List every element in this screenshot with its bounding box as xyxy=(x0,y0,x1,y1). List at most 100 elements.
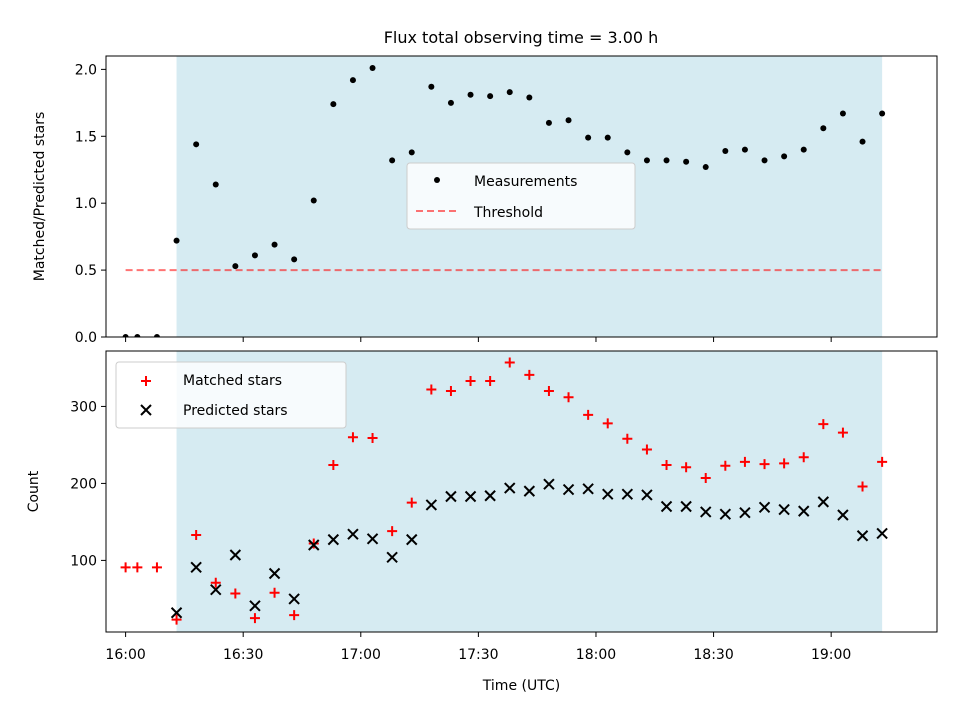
legend-box xyxy=(115,361,347,429)
y-tick-label: 0.5 xyxy=(75,263,97,279)
measurement-point xyxy=(428,83,435,90)
matched-star-marker xyxy=(524,369,535,380)
predicted-star-marker xyxy=(523,485,536,497)
matched-star-marker xyxy=(543,386,554,397)
measurement-point xyxy=(173,237,180,244)
matched-star-marker xyxy=(210,577,221,588)
measurement-point xyxy=(702,164,709,171)
measurement-point xyxy=(271,241,278,248)
matched-star-marker xyxy=(661,459,672,470)
measurement-point xyxy=(683,158,690,165)
measurement-point xyxy=(624,149,631,156)
measurement-point xyxy=(369,65,376,72)
measurement-point xyxy=(643,157,650,164)
measurement-point xyxy=(291,256,298,263)
measurement-point xyxy=(663,157,670,164)
matched-star-marker xyxy=(230,588,241,599)
predicted-star-marker xyxy=(582,483,594,495)
predicted-star-marker xyxy=(602,488,614,500)
x-tick-label: 18:30 xyxy=(693,647,733,663)
legend-label: Measurements xyxy=(474,174,577,190)
predicted-star-marker xyxy=(464,490,477,503)
matched-star-marker xyxy=(328,459,339,470)
legend-predicted-swatch xyxy=(140,404,152,416)
matched-star-marker xyxy=(641,444,652,455)
matched-star-marker xyxy=(289,610,300,621)
matched-star-marker xyxy=(120,562,131,573)
predicted-star-marker xyxy=(249,600,261,612)
measurement-point xyxy=(122,334,129,337)
y-tick-label: 0.0 xyxy=(75,330,97,346)
y-tick-label: 1.5 xyxy=(75,129,97,145)
matched-star-marker xyxy=(739,456,750,467)
matched-star-marker xyxy=(818,419,829,430)
predicted-star-marker xyxy=(798,505,810,517)
matched-star-marker xyxy=(877,456,888,467)
matched-star-marker xyxy=(504,357,515,368)
x-axis-label: Time (UTC) xyxy=(482,678,560,694)
matched-star-marker xyxy=(485,376,496,387)
matched-star-marker xyxy=(132,562,143,573)
matched-star-marker xyxy=(151,562,162,573)
measurement-point xyxy=(879,110,886,117)
matched-star-marker xyxy=(798,452,809,463)
measurement-point xyxy=(741,146,748,153)
legend-measurement-swatch xyxy=(434,177,440,183)
predicted-star-marker xyxy=(856,530,869,542)
matched-star-marker xyxy=(191,529,202,540)
predicted-star-marker xyxy=(660,500,673,513)
measurement-point xyxy=(839,110,846,117)
measurement-point xyxy=(722,148,729,155)
predicted-star-marker xyxy=(504,482,516,494)
matched-star-marker xyxy=(837,427,848,438)
measurement-point xyxy=(408,149,415,156)
measurement-point xyxy=(134,334,141,337)
predicted-star-marker xyxy=(170,607,183,619)
x-tick-label: 17:30 xyxy=(458,647,498,663)
predicted-star-marker xyxy=(210,583,222,596)
predicted-star-marker xyxy=(758,501,771,513)
predicted-star-marker xyxy=(876,527,888,540)
y-tick-label: 200 xyxy=(70,476,97,492)
measurement-point xyxy=(310,197,317,204)
predicted-star-marker xyxy=(543,478,555,490)
y-tick-label: 1.0 xyxy=(75,196,97,212)
predicted-star-marker xyxy=(268,567,281,580)
y-axis-label: Matched/Predicted stars xyxy=(32,112,48,282)
measurement-point xyxy=(506,89,513,96)
measurement-point xyxy=(526,94,533,101)
predicted-star-marker xyxy=(308,539,320,551)
measurement-point xyxy=(820,125,827,132)
matched-star-marker xyxy=(308,538,319,549)
y-tick-label: 2.0 xyxy=(75,62,97,78)
x-tick-label: 17:00 xyxy=(341,647,381,663)
predicted-star-marker xyxy=(837,509,849,521)
matched-star-marker xyxy=(681,462,692,473)
predicted-star-marker xyxy=(347,528,359,540)
predicted-star-marker xyxy=(229,549,242,561)
measurement-point xyxy=(859,138,866,145)
axes-frame xyxy=(105,350,938,633)
measurement-point xyxy=(153,334,160,337)
matched-star-marker xyxy=(720,460,731,471)
predicted-star-marker xyxy=(406,533,418,546)
x-tick-label: 16:30 xyxy=(223,647,263,663)
matched-star-marker xyxy=(465,376,476,387)
legend-label: Predicted stars xyxy=(183,403,288,419)
legend: Matched stars Predicted stars xyxy=(115,361,347,429)
measurement-point xyxy=(330,101,337,108)
predicted-star-marker xyxy=(327,533,340,546)
predicted-star-marker xyxy=(641,489,653,501)
measurement-point xyxy=(251,252,258,259)
ratio-subplot: 0.0 0.5 1.0 1.5 2.0 Matched/Predicted stars Me… xyxy=(32,55,938,346)
matched-star-marker xyxy=(249,613,260,624)
predicted-star-marker xyxy=(190,561,202,574)
predicted-star-marker xyxy=(425,499,438,511)
legend-box xyxy=(406,162,636,230)
measurement-point xyxy=(349,77,356,84)
matched-star-marker xyxy=(445,386,456,397)
x-tick-label: 19:00 xyxy=(811,647,851,663)
predicted-star-marker xyxy=(739,506,751,519)
predicted-star-marker xyxy=(700,506,712,518)
